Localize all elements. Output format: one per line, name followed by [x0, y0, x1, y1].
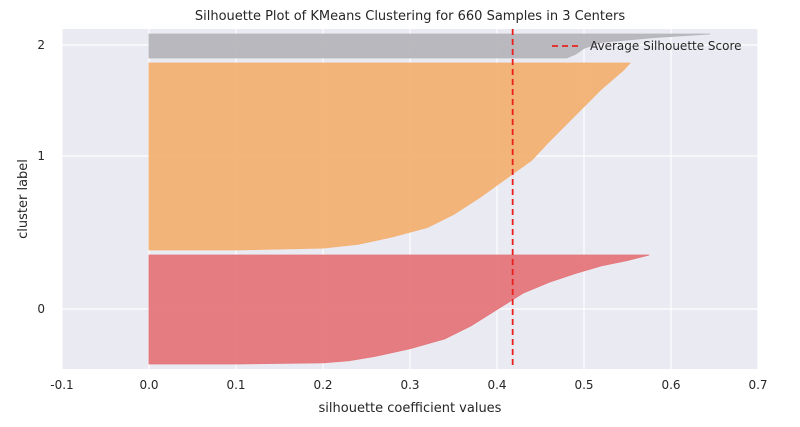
x-tick-label: 0.6 — [661, 378, 680, 392]
chart-title: Silhouette Plot of KMeans Clustering for… — [195, 9, 625, 24]
x-tick-label: 0.5 — [574, 378, 593, 392]
x-tick-label: 0.0 — [139, 378, 158, 392]
y-tick-label: 2 — [37, 38, 45, 52]
x-tick-labels: -0.1 0.0 0.1 0.2 0.3 0.4 0.5 0.6 0.7 — [50, 378, 767, 392]
cluster-2-silhouette — [148, 33, 711, 59]
legend: Average Silhouette Score — [552, 39, 742, 53]
x-tick-label: -0.1 — [50, 378, 73, 392]
x-tick-label: 0.7 — [748, 378, 767, 392]
x-tick-label: 0.2 — [313, 378, 332, 392]
x-tick-label: 0.3 — [400, 378, 419, 392]
y-axis-label: cluster label — [16, 159, 31, 239]
x-tick-label: 0.4 — [487, 378, 506, 392]
x-tick-label: 0.1 — [226, 378, 245, 392]
cluster-0-silhouette — [148, 254, 650, 365]
legend-label-average-silhouette-score: Average Silhouette Score — [590, 39, 742, 53]
cluster-1-silhouette — [148, 62, 632, 251]
cluster-silhouettes — [148, 33, 711, 365]
y-tick-label: 1 — [37, 149, 45, 163]
y-tick-labels: 0 1 2 — [37, 38, 45, 316]
y-tick-label: 0 — [37, 302, 45, 316]
x-axis-label: silhouette coefficient values — [319, 401, 502, 416]
